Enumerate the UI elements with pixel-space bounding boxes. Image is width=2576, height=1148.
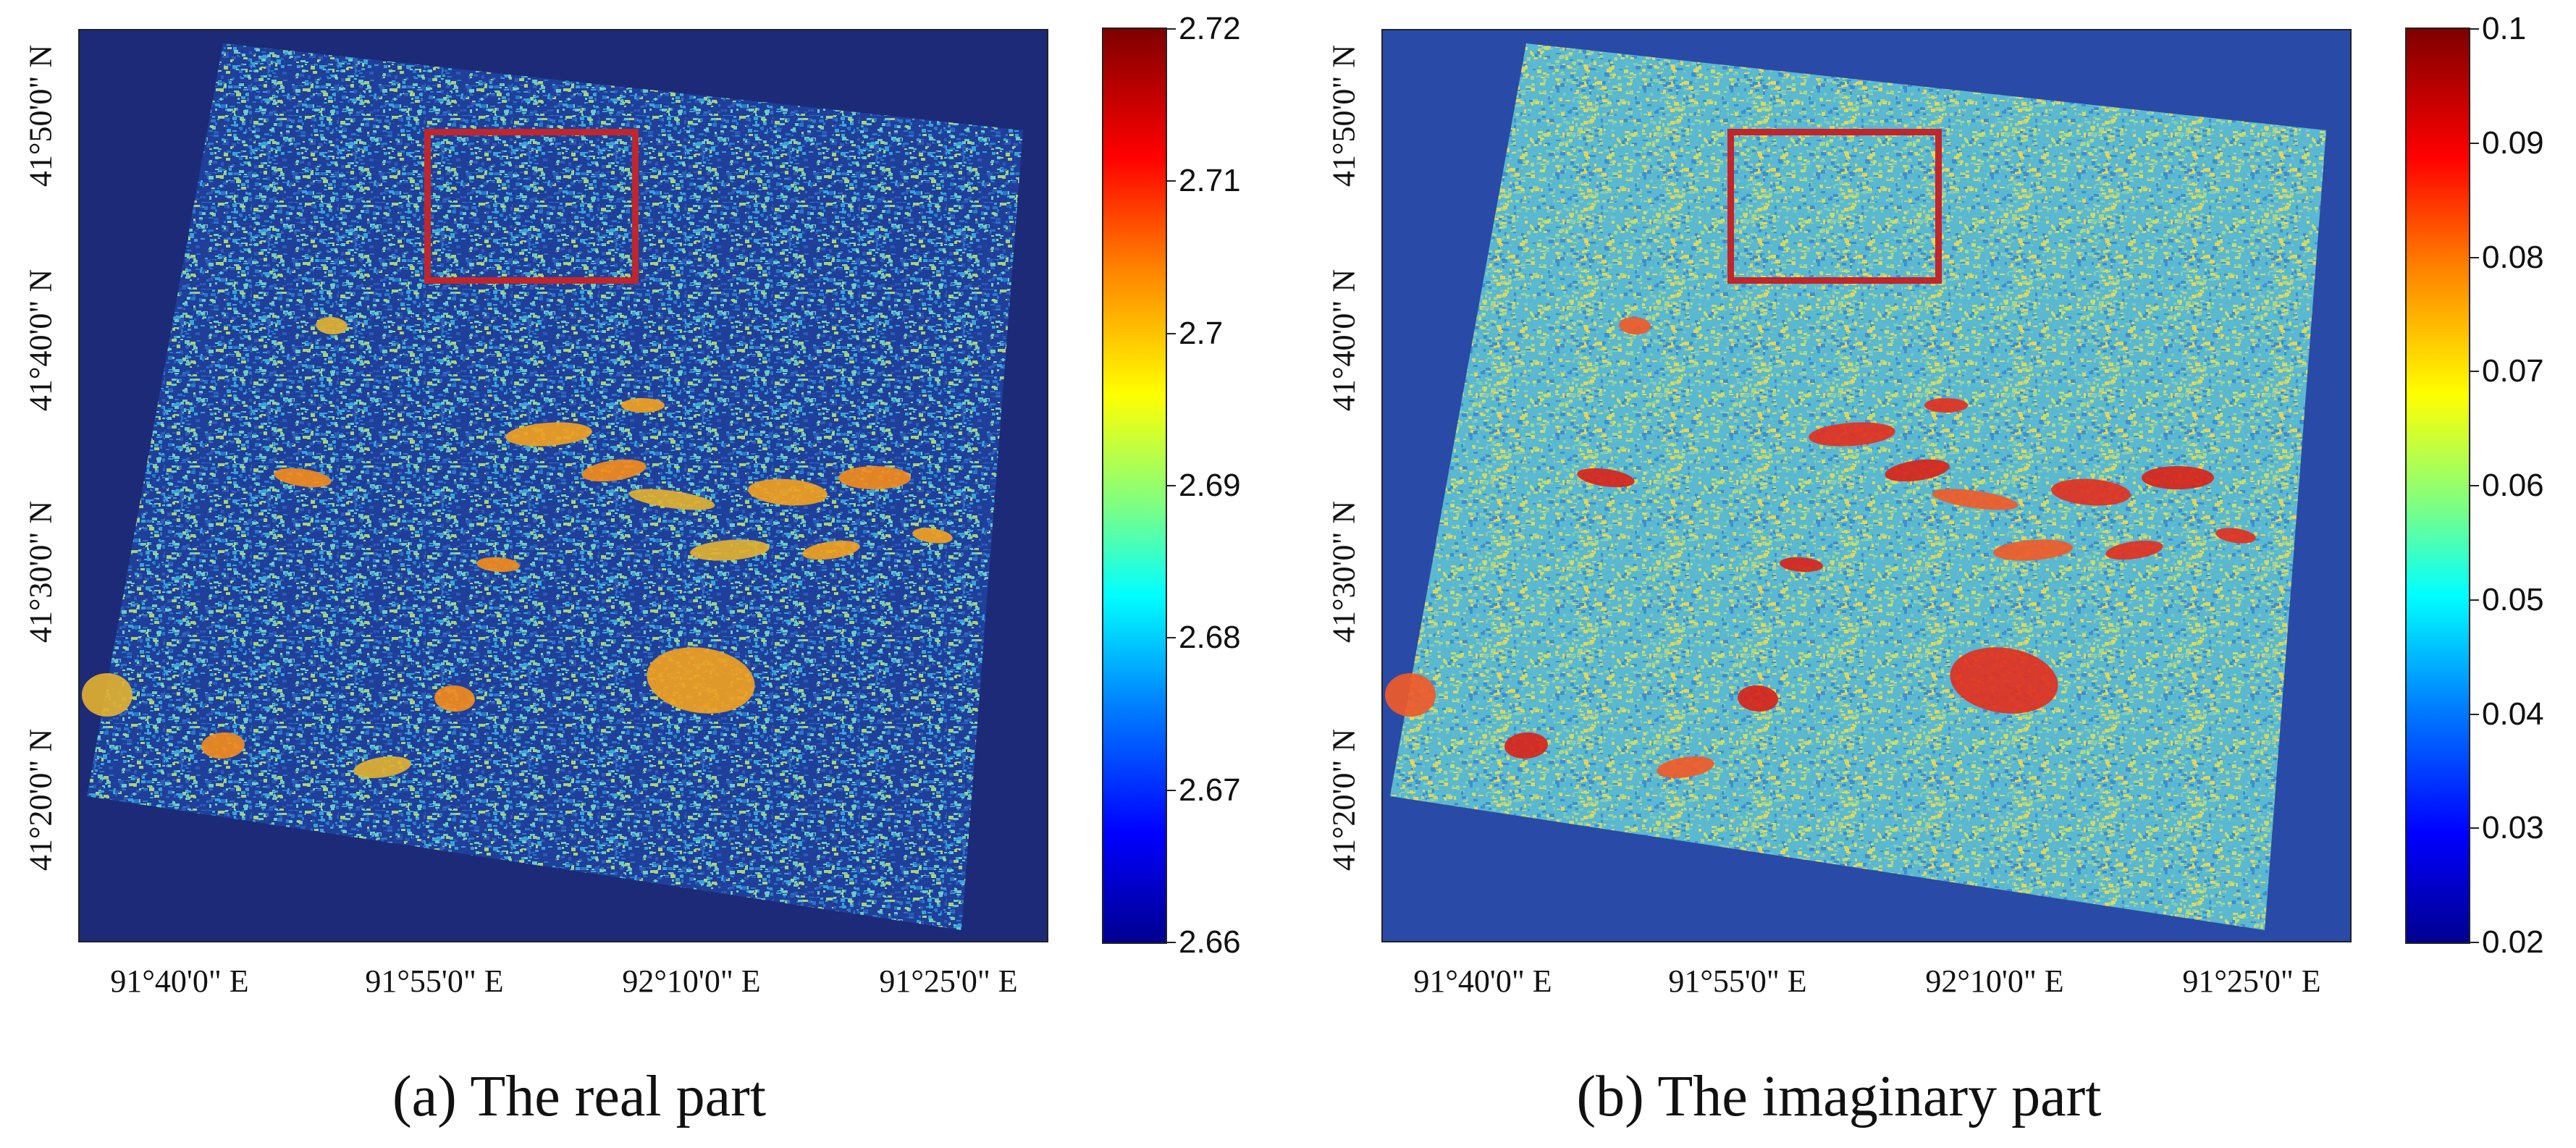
sar-image-frame	[1381, 29, 2352, 942]
sar-footprint	[87, 43, 1023, 930]
colorbar-tick-label: 0.09	[2482, 124, 2544, 161]
high-value-feature	[2142, 466, 2214, 489]
sar-scene-imaginary	[1385, 43, 2326, 930]
colorbar-tick-label: 2.7	[1179, 315, 1224, 351]
longitude-label: 92°10'0" E	[1925, 963, 2064, 999]
high-value-feature	[912, 528, 953, 544]
colorbar-tick-label: 0.08	[2482, 239, 2544, 275]
colorbar-tick	[2469, 142, 2479, 144]
latitude-label: 41°30'0" N	[22, 500, 59, 643]
colorbar-tick	[1166, 180, 1176, 182]
colorbar-tick-label: 0.1	[2482, 11, 2527, 46]
high-value-feature	[1924, 398, 1968, 413]
colorbar-tick	[2469, 827, 2479, 830]
high-value-feature	[2051, 478, 2131, 506]
high-value-feature	[628, 489, 715, 510]
colorbar-tick-label: 2.66	[1179, 924, 1241, 960]
colorbar: 0.1 0.09 0.08 0.07 0.06 0.05 0.04 0.03 0.02	[2407, 11, 2544, 960]
colorbar-tick-label: 0.02	[2482, 924, 2544, 960]
panel-imaginary-part: 41°50'0" N 41°40'0" N 41°30'0" N 41°20'0…	[1303, 0, 2576, 1148]
sar-image-frame	[78, 29, 1048, 942]
colorbar-tick	[2469, 371, 2479, 373]
longitude-label: 91°55'0" E	[1668, 963, 1807, 999]
colorbar-tick-label: 2.71	[1179, 163, 1241, 199]
colorbar-tick-label: 0.06	[2482, 468, 2544, 503]
latitude-label: 41°20'0" N	[22, 728, 59, 871]
high-value-feature	[1780, 557, 1823, 573]
high-value-feature	[353, 756, 411, 778]
figure-caption: (b) The imaginary part	[1576, 1065, 2102, 1128]
high-value-feature	[2215, 528, 2256, 544]
high-value-feature	[647, 647, 755, 714]
high-value-feature	[434, 685, 475, 712]
sar-scene-real	[82, 43, 1023, 930]
high-value-feature	[1932, 489, 2019, 510]
colorbar-tick	[2469, 942, 2479, 943]
high-value-feature	[690, 539, 770, 561]
colorbar-tick	[1166, 942, 1176, 943]
colorbar-tick	[1166, 28, 1176, 30]
colorbar-tick	[1166, 332, 1176, 334]
colorbar-tick-label: 0.07	[2482, 353, 2544, 389]
sar-footprint	[1390, 43, 2326, 930]
high-value-feature	[1993, 539, 2073, 561]
high-value-feature	[1619, 316, 1651, 335]
longitude-label: 91°40'0" E	[1413, 963, 1552, 999]
longitude-label: 91°55'0" E	[365, 963, 504, 999]
colorbar-tick	[1166, 789, 1176, 791]
high-value-feature	[82, 673, 132, 717]
colorbar-tick	[2469, 256, 2479, 258]
colorbar: 2.72 2.71 2.7 2.69 2.68 2.67 2.66	[1103, 11, 1241, 960]
high-value-feature	[1385, 673, 1436, 717]
high-value-feature	[505, 422, 592, 447]
colorbar-tick	[1166, 637, 1176, 639]
latitude-label: 41°40'0" N	[22, 269, 59, 412]
high-value-feature	[621, 398, 665, 413]
colorbar-tick	[2469, 485, 2479, 486]
high-value-feature	[274, 468, 332, 488]
colorbar-tick-label: 0.05	[2482, 581, 2544, 617]
colorbar-tick-label: 2.69	[1179, 468, 1241, 503]
latitude-label: 41°50'0" N	[22, 44, 59, 187]
high-value-feature	[581, 459, 647, 482]
latitude-label: 41°20'0" N	[1326, 728, 1362, 871]
colorbar-tick	[2469, 713, 2479, 715]
colorbar-tick-label: 2.68	[1179, 620, 1241, 656]
high-value-feature	[1738, 685, 1778, 712]
figure-caption: (a) The real part	[392, 1065, 766, 1128]
high-value-feature	[2105, 540, 2163, 560]
region-of-interest-box	[1727, 129, 1942, 284]
longitude-label: 91°40'0" E	[110, 963, 249, 999]
colorbar-tick-label: 0.04	[2482, 696, 2544, 732]
high-value-feature	[316, 316, 348, 335]
high-value-feature	[476, 557, 520, 573]
high-value-feature	[748, 478, 828, 506]
high-value-feature	[201, 732, 245, 759]
colorbar-tick-label: 2.67	[1179, 772, 1241, 808]
latitude-label: 41°40'0" N	[1326, 269, 1362, 412]
high-value-feature	[1657, 756, 1714, 778]
colorbar-tick	[2469, 599, 2479, 601]
high-value-feature	[838, 466, 911, 489]
high-value-feature	[1809, 422, 1895, 447]
latitude-label: 41°50'0" N	[1326, 44, 1362, 187]
colorbar-tick-label: 2.72	[1179, 11, 1241, 46]
colorbar-tick-label: 0.03	[2482, 810, 2544, 846]
high-value-feature	[1504, 732, 1548, 759]
high-value-feature	[1577, 468, 1635, 488]
high-value-feature	[1885, 459, 1950, 482]
high-value-feature	[1950, 647, 2058, 714]
colorbar-tick	[2469, 28, 2479, 30]
panel-real-part: 41°50'0" N 41°40'0" N 41°30'0" N 41°20'0…	[22, 11, 1241, 1128]
colorbar-tick	[1166, 485, 1176, 486]
longitude-label: 92°10'0" E	[622, 963, 761, 999]
longitude-label: 91°25'0" E	[879, 963, 1018, 999]
longitude-label: 91°25'0" E	[2182, 963, 2321, 999]
latitude-label: 41°30'0" N	[1326, 500, 1362, 643]
region-of-interest-box	[424, 129, 639, 284]
high-value-feature	[802, 540, 860, 560]
